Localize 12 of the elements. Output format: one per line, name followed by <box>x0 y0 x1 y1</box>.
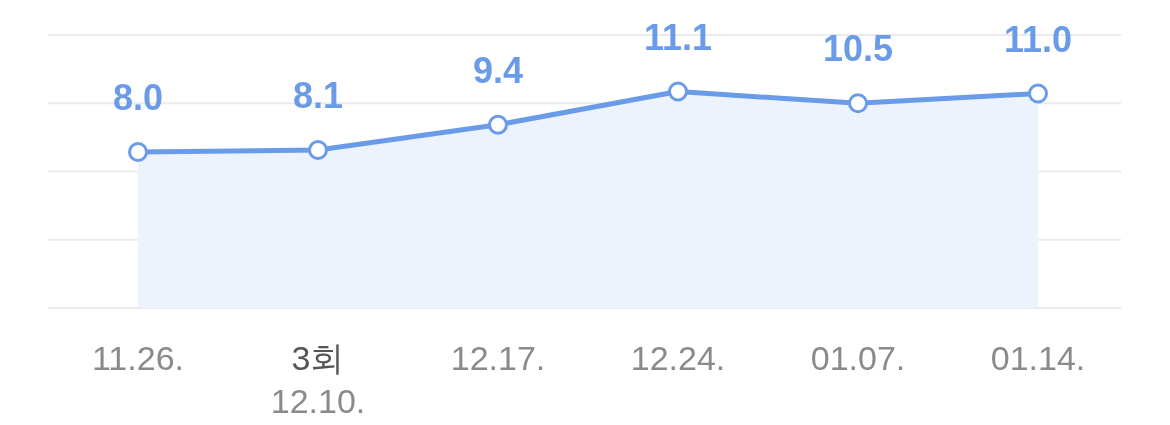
x-tick-label: 01.07. <box>810 339 906 377</box>
data-label: 8.1 <box>292 75 344 117</box>
data-label: 9.4 <box>472 49 524 91</box>
x-tick-label: 11.26. <box>91 339 185 377</box>
data-label: 11.1 <box>643 16 713 58</box>
x-tick-label: 12.17. <box>450 339 546 377</box>
x-tick-label: 12.24. <box>630 339 726 377</box>
x-tick-label: 01.14. <box>990 339 1086 377</box>
data-label: 8.0 <box>112 77 164 118</box>
data-label: 10.5 <box>822 28 894 70</box>
data-label: 11.0 <box>1003 18 1073 60</box>
x-tick-label: 3회 12.10. <box>270 339 366 420</box>
